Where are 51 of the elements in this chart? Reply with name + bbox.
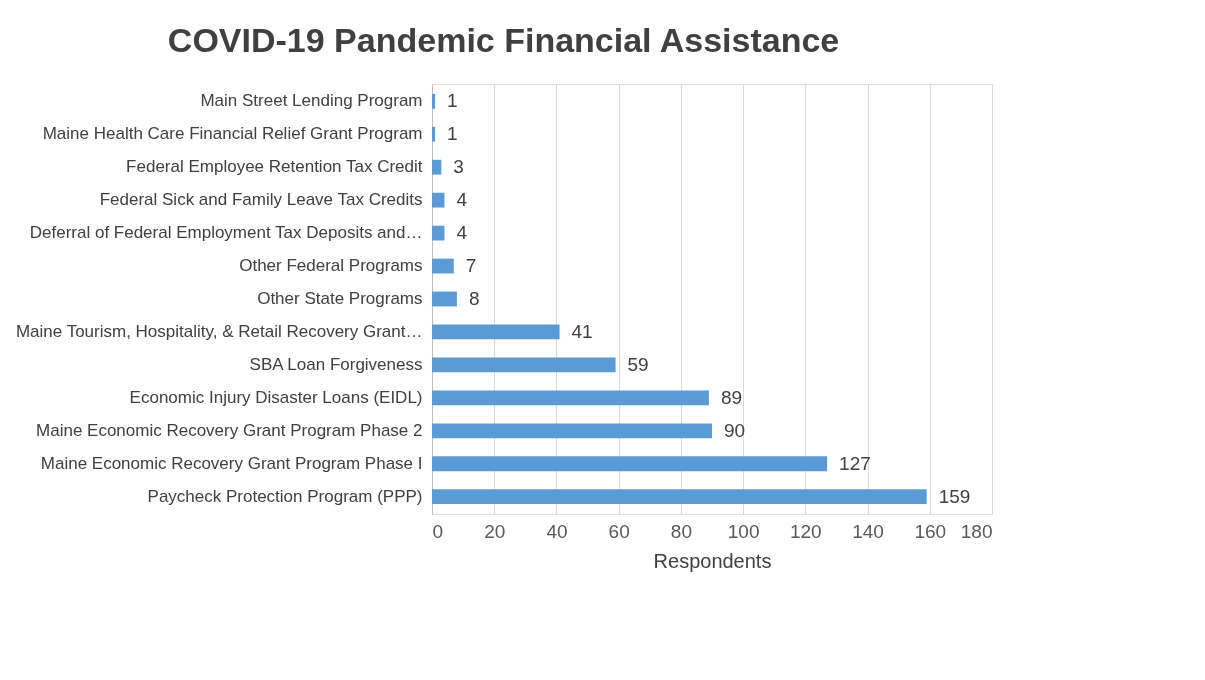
data-label: 4 (456, 189, 468, 211)
data-label: 89 (720, 386, 743, 408)
data-label: 159 (938, 485, 971, 507)
x-tick-label: 140 (852, 520, 884, 542)
data-label: 59 (627, 353, 649, 375)
data-label: 1 (447, 90, 458, 112)
y-tick-label: Main Street Lending Program (200, 91, 423, 111)
y-tick-label: SBA Loan Forgiveness (249, 354, 423, 374)
y-tick-label: Maine Economic Recovery Grant Program Phase I (40, 453, 423, 473)
y-tick-label: Maine Tourism, Hospitality, & Retail Recovery Grant… (15, 321, 423, 341)
data-label: 7 (465, 255, 477, 277)
y-tick-label: Paycheck Protection Program (PPP) (147, 486, 423, 506)
y-tick-label: Federal Employee Retention Tax Credit (126, 157, 423, 177)
x-axis-title: Respondents (653, 549, 772, 572)
data-label: 127 (839, 452, 871, 474)
bar (432, 159, 442, 175)
y-tick-label: Federal Sick and Family Leave Tax Credits (99, 190, 423, 210)
data-label: 8 (468, 288, 480, 309)
bar (432, 456, 828, 472)
x-tick-label: 0 (432, 520, 444, 542)
chart-title: COVID-19 Pandemic Financial Assistance (167, 21, 840, 59)
bar (432, 357, 616, 373)
data-label: 41 (571, 320, 593, 342)
y-tick-label: Other State Programs (257, 289, 423, 308)
x-tick-label: 100 (727, 520, 760, 542)
y-tick-label: Economic Injury Disaster Loans (EIDL) (129, 387, 423, 407)
y-tick-label: Maine Economic Recovery Grant Program Phase 2 (36, 420, 423, 440)
x-tick-label: 120 (789, 520, 822, 542)
x-tick-label: 160 (914, 520, 947, 542)
data-label: 3 (453, 156, 464, 178)
bar (432, 126, 436, 142)
bar (432, 324, 560, 340)
bar (432, 258, 454, 274)
data-label: 1 (447, 123, 458, 145)
bar (432, 390, 709, 406)
bar (432, 93, 436, 109)
bar (432, 225, 445, 241)
bar (432, 423, 712, 439)
data-label: 90 (724, 419, 746, 441)
y-tick-label: Deferral of Federal Employment Tax Deposits and… (29, 223, 423, 243)
x-tick-label: 180 (960, 520, 993, 542)
bar (432, 489, 927, 505)
y-tick-label: Other Federal Programs (239, 256, 423, 276)
y-tick-label: Maine Health Care Financial Relief Grant Program (42, 124, 423, 144)
x-tick-label: 80 (670, 520, 692, 542)
x-tick-label: 40 (546, 520, 568, 542)
x-tick-label: 60 (608, 520, 630, 542)
x-tick-label: 20 (484, 520, 506, 542)
data-label: 4 (456, 222, 468, 244)
bar (432, 192, 445, 208)
bar (432, 291, 457, 307)
